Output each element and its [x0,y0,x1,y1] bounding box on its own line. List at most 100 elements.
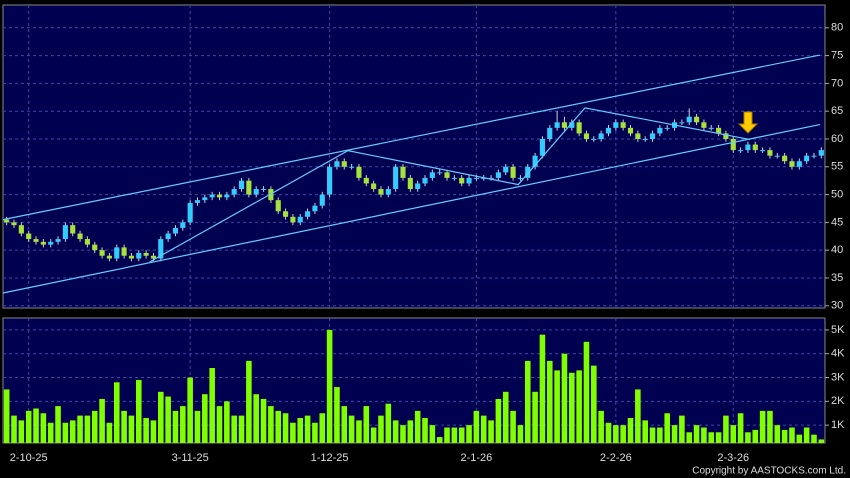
volume-bar [246,360,252,443]
candle-body [679,122,685,124]
volume-bar [466,425,472,443]
volume-bar [33,408,39,443]
volume-bar [385,403,392,443]
candle-body [194,200,201,203]
volume-bar [693,425,700,443]
candle-body [40,241,46,245]
candle-body [246,180,252,195]
candle-body [495,172,501,178]
candle-body [789,161,795,167]
volume-bar [158,391,164,443]
candle-body [312,205,318,212]
candle-body [172,227,179,234]
candle-body [561,122,568,128]
volume-bar [458,427,465,443]
y-tick-label: 55 [831,161,843,173]
candle-body [738,150,744,152]
candle-body [576,122,582,134]
y-tick-label: 65 [831,105,843,117]
candle-body [92,244,98,251]
volume-bar [532,391,538,443]
volume-bar [539,334,546,443]
volume-bar [165,396,171,443]
volume-bar [759,410,766,443]
volume-bar [642,420,648,443]
volume-bar [253,394,259,443]
y-tick-label: 80 [831,22,843,34]
volume-bar [737,413,744,443]
volume-bar [40,413,47,443]
candle-body [716,127,722,134]
volume-bar [715,432,722,443]
volume-bar [627,418,634,443]
y-tick-label: 1K [831,419,845,431]
volume-bar [803,427,810,443]
candle-body [334,161,340,167]
volume-bar [745,432,751,443]
candle-body [371,183,377,190]
candle-body [415,183,421,190]
volume-bar [561,353,568,443]
volume-bar [576,370,582,443]
volume-bar [312,422,318,443]
volume-bar [583,341,590,443]
candle-body [378,189,384,195]
candle-body [327,166,333,195]
candle-body [811,155,817,157]
candle-body [187,202,193,223]
candle-body [407,177,413,190]
candle-body [796,161,802,167]
volume-bar [202,394,208,443]
candle-body [114,247,120,259]
volume-bar [495,398,502,443]
candle-body [701,122,707,128]
candle-body [209,194,215,198]
volume-bar [378,415,384,443]
candle-body [165,233,171,240]
candle-body [33,239,39,242]
volume-bar [113,382,120,443]
volume-bar [99,398,105,443]
candle-body [627,127,634,134]
candle-body [554,122,560,128]
volume-bar [326,329,333,443]
volume-bar [348,415,355,443]
volume-bar [649,427,656,443]
volume-bar [664,413,670,443]
candle-body [605,127,612,134]
volume-bar [436,437,443,443]
candle-body [282,211,289,217]
y-tick-label: 3K [831,371,845,383]
volume-bar [730,425,737,443]
volume-bar [546,360,553,443]
candle-body [730,138,736,151]
volume-bar [422,418,428,443]
volume-bar [517,425,524,443]
y-tick-label: 70 [831,77,843,89]
volume-bar [591,365,597,443]
volume-bar [143,418,149,443]
volume-bar [260,398,267,443]
candle-body [62,225,68,240]
volume-bar [414,410,421,443]
candle-body [532,155,538,167]
y-tick-label: 4K [831,348,845,360]
candle-body [525,166,531,178]
volume-bar [128,415,135,443]
candle-body [804,155,810,162]
candle-body [539,138,546,156]
volume-bar [708,432,715,443]
candle-body [143,252,149,256]
candle-body [180,222,186,228]
x-tick-label: 2-3-26 [717,452,749,464]
volume-bar [172,410,179,443]
candle-body [510,166,516,178]
candle-body [782,155,788,162]
candle-body [260,189,267,191]
volume-bar [554,370,560,443]
volume-bar [752,429,759,443]
volume-bar [275,410,282,443]
volume-bar [209,368,215,443]
volume-bar [723,415,729,443]
